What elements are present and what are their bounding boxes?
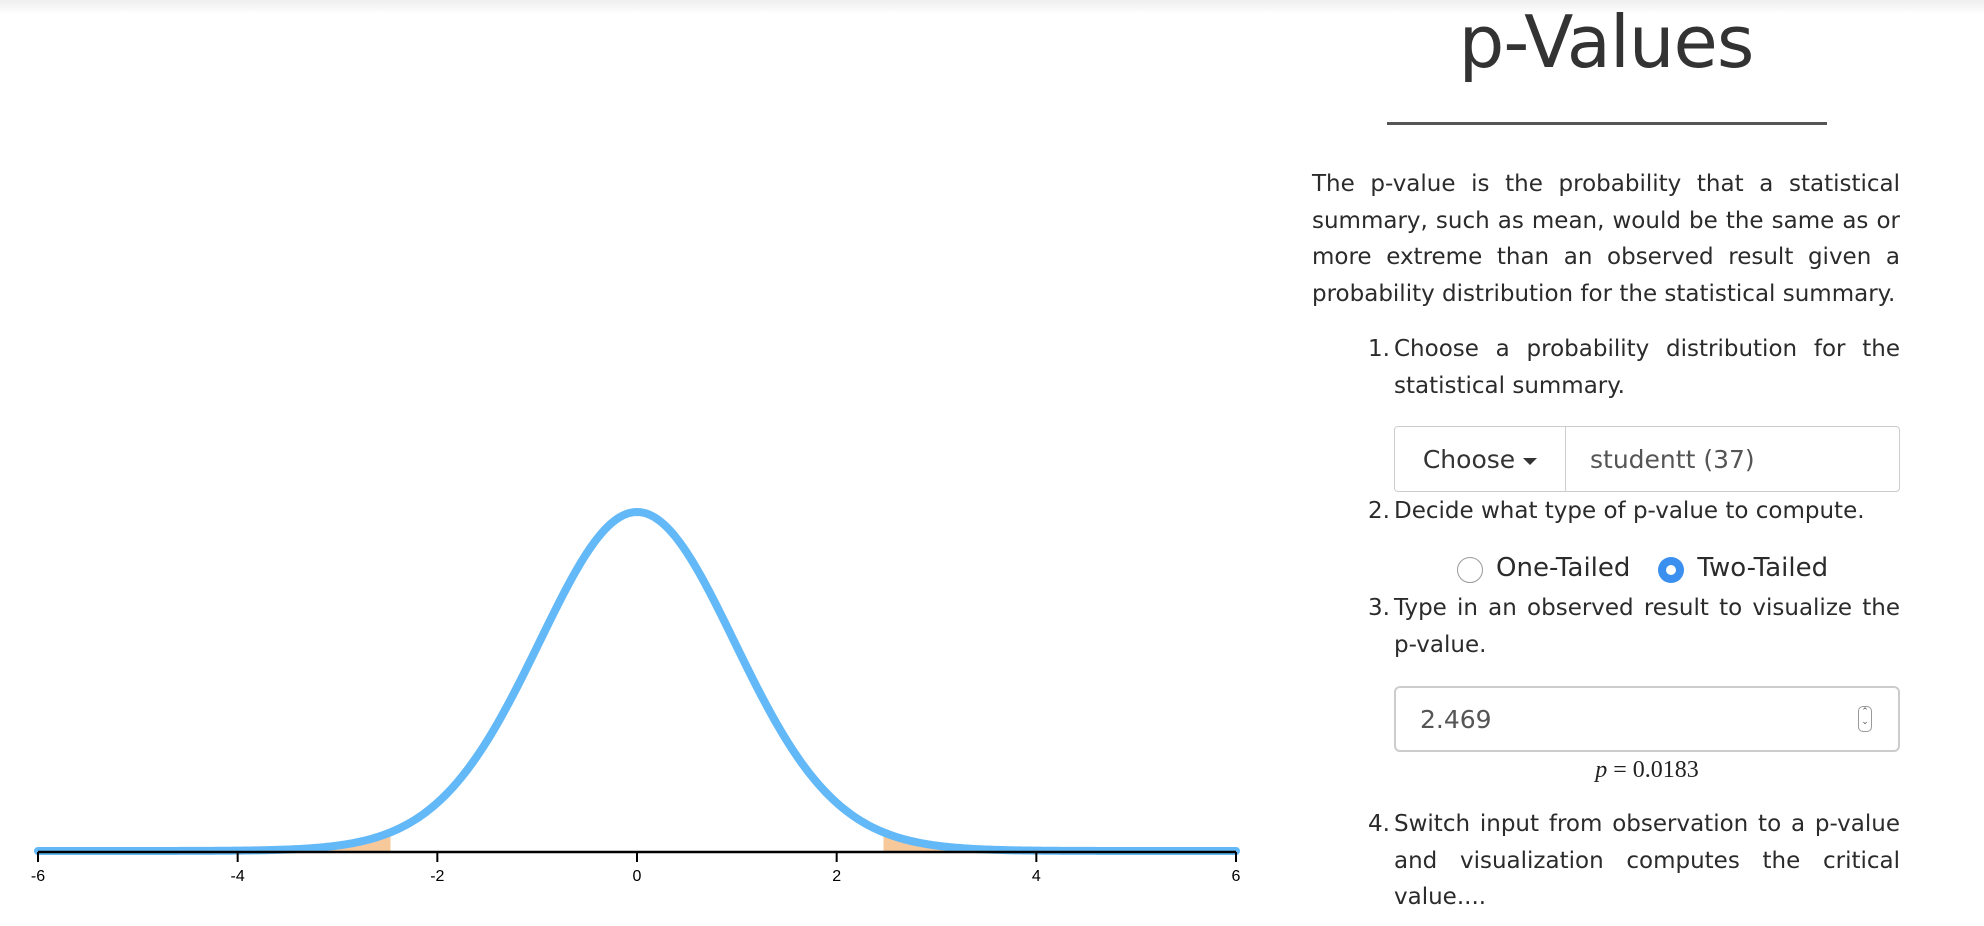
density-curve: [38, 512, 1236, 851]
title-divider: [1387, 122, 1827, 125]
radio-one-tailed[interactable]: One-Tailed: [1457, 553, 1630, 583]
x-tick-label: 4: [1032, 868, 1041, 885]
x-axis: -6 -4 -2 0 2 4 6: [31, 852, 1241, 885]
intro-paragraph: The p-value is the probability that a st…: [1312, 166, 1900, 312]
caret-down-icon: [1523, 458, 1537, 465]
equals-sign: =: [1613, 757, 1627, 783]
step-text: Type in an observed result to visualize …: [1394, 590, 1900, 663]
step-text: Switch input from observation to a p-val…: [1394, 806, 1900, 916]
tail-type-radios: One-Tailed Two-Tailed: [1457, 553, 1856, 583]
step-number: 4.: [1356, 806, 1390, 843]
radio-button-checked-icon[interactable]: [1658, 557, 1684, 583]
number-spinner-icon[interactable]: ⌃ ⌄: [1858, 706, 1872, 732]
x-tick-label: 0: [633, 868, 642, 885]
choose-label: Choose: [1423, 445, 1515, 474]
radio-two-tailed[interactable]: Two-Tailed: [1658, 553, 1828, 583]
distribution-input[interactable]: studentt (37): [1566, 427, 1899, 491]
observation-input[interactable]: 2.469 ⌃ ⌄: [1394, 686, 1900, 752]
radio-label: One-Tailed: [1496, 553, 1630, 583]
radio-button-icon[interactable]: [1457, 557, 1483, 583]
step-number: 2.: [1356, 493, 1390, 530]
choose-distribution-button[interactable]: Choose: [1395, 427, 1566, 491]
distribution-selector: Choose studentt (37): [1394, 426, 1900, 492]
page-title: p-Values: [1312, 2, 1900, 82]
x-tick-label: -2: [430, 868, 444, 885]
step-number: 3.: [1356, 590, 1390, 627]
observation-value: 2.469: [1420, 705, 1492, 734]
step-text: Choose a probability distribution for th…: [1394, 331, 1900, 404]
distribution-chart: -6 -4 -2 0 2 4 6: [0, 0, 1270, 926]
x-tick-label: 6: [1232, 868, 1241, 885]
p-symbol: p: [1595, 757, 1607, 783]
step-text: Decide what type of p-value to compute.: [1394, 493, 1900, 530]
step-number: 1.: [1356, 331, 1390, 368]
x-tick-label: -4: [231, 868, 245, 885]
p-value: 0.0183: [1633, 757, 1699, 783]
p-value-readout: p = 0.0183: [1394, 752, 1900, 788]
radio-label: Two-Tailed: [1697, 553, 1828, 583]
x-tick-label: 2: [832, 868, 841, 885]
x-tick-label: -6: [31, 868, 45, 885]
